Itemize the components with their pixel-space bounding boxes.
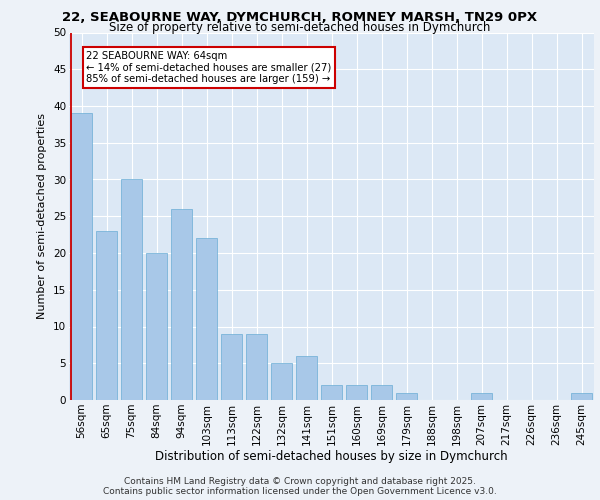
Bar [571, 392, 592, 400]
Bar [196, 238, 217, 400]
Bar [346, 386, 367, 400]
Bar [121, 180, 142, 400]
Bar [71, 114, 92, 400]
Text: Contains HM Land Registry data © Crown copyright and database right 2025.
Contai: Contains HM Land Registry data © Crown c… [103, 476, 497, 496]
Bar [271, 363, 292, 400]
Bar [221, 334, 242, 400]
Text: 22 SEABOURNE WAY: 64sqm
← 14% of semi-detached houses are smaller (27)
85% of se: 22 SEABOURNE WAY: 64sqm ← 14% of semi-de… [86, 51, 331, 84]
Bar [246, 334, 267, 400]
Bar [371, 386, 392, 400]
X-axis label: Distribution of semi-detached houses by size in Dymchurch: Distribution of semi-detached houses by … [155, 450, 508, 464]
Text: 22, SEABOURNE WAY, DYMCHURCH, ROMNEY MARSH, TN29 0PX: 22, SEABOURNE WAY, DYMCHURCH, ROMNEY MAR… [62, 11, 538, 24]
Bar [171, 209, 192, 400]
Bar [296, 356, 317, 400]
Y-axis label: Number of semi-detached properties: Number of semi-detached properties [37, 114, 47, 320]
Text: Size of property relative to semi-detached houses in Dymchurch: Size of property relative to semi-detach… [109, 21, 491, 34]
Bar [146, 253, 167, 400]
Bar [321, 386, 342, 400]
Bar [96, 231, 117, 400]
Bar [396, 392, 417, 400]
Bar [471, 392, 492, 400]
